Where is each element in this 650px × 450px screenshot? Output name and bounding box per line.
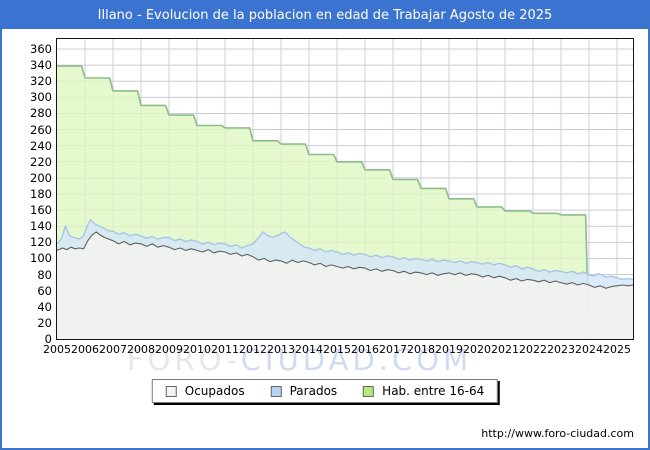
x-axis-tick-label: 2015	[323, 343, 351, 356]
x-axis-tick-label: 2008	[127, 343, 155, 356]
y-axis-tick-label: 20	[37, 315, 52, 330]
chart-title: Illano - Evolucion de la poblacion en ed…	[2, 2, 648, 29]
footer-url-link[interactable]: http://www.foro-ciudad.com	[481, 427, 634, 440]
y-axis-tick-label: 160	[30, 203, 52, 218]
y-axis-tick-label: 320	[30, 74, 52, 89]
legend-swatch-icon	[165, 385, 177, 397]
x-axis-tick-label: 2006	[71, 343, 99, 356]
x-axis-tick-label: 2009	[155, 343, 183, 356]
y-axis-tick-label: 220	[30, 154, 52, 169]
legend-label: Parados	[289, 384, 338, 398]
x-axis-tick-label: 2020	[463, 343, 491, 356]
chart-canvas	[57, 39, 633, 339]
x-axis-tick-label: 2016	[351, 343, 379, 356]
y-axis-tick-label: 200	[30, 170, 52, 185]
legend-item-hab-entre-16-64: Hab. entre 16-64	[363, 384, 484, 398]
y-axis-tick-label: 60	[37, 283, 52, 298]
y-axis-tick-label: 360	[30, 42, 52, 56]
y-axis-tick-label: 0	[44, 332, 52, 346]
x-axis-tick-label: 2021	[491, 343, 519, 356]
y-axis-tick-label: 80	[37, 267, 52, 282]
legend-label: Hab. entre 16-64	[382, 384, 485, 398]
y-axis-tick-label: 40	[37, 299, 52, 314]
y-axis-tick-label: 300	[30, 90, 52, 105]
x-axis-tick-label: 2017	[379, 343, 407, 356]
y-axis-tick-label: 260	[30, 122, 52, 137]
x-axis-tick-label: 2013	[267, 343, 295, 356]
x-axis-tick-label: 2007	[99, 343, 127, 356]
x-axis-tick-label: 2018	[407, 343, 435, 356]
chart-plot-area	[56, 38, 634, 340]
y-axis-tick-label: 280	[30, 106, 52, 121]
watermark-part2: CIUDAD.COM	[240, 343, 473, 377]
x-axis-tick-label: 2010	[183, 343, 211, 356]
x-axis-tick-label: 2025	[603, 343, 631, 356]
y-axis-tick-label: 100	[30, 251, 52, 266]
x-axis-tick-label: 2023	[547, 343, 575, 356]
x-axis-tick-label: 2022	[519, 343, 547, 356]
legend-item-parados: Parados	[270, 384, 338, 398]
legend-swatch-icon	[270, 385, 282, 397]
y-axis-tick-label: 240	[30, 138, 52, 153]
x-axis-tick-label: 2011	[211, 343, 239, 356]
chart-legend: Ocupados Parados Hab. entre 16-64	[151, 379, 499, 403]
y-axis-tick-label: 340	[30, 58, 52, 73]
watermark: FORO-CIUDAD.COM	[127, 343, 472, 377]
x-axis-tick-label: 2024	[575, 343, 603, 356]
watermark-part1: FORO-	[127, 343, 241, 377]
x-axis-tick-label: 2014	[295, 343, 323, 356]
x-axis-tick-label: 2019	[435, 343, 463, 356]
y-axis-tick-label: 140	[30, 219, 52, 234]
legend-item-ocupados: Ocupados	[165, 384, 245, 398]
y-axis-tick-label: 120	[30, 235, 52, 250]
legend-label: Ocupados	[184, 384, 245, 398]
legend-swatch-icon	[363, 385, 375, 397]
y-axis-tick-label: 180	[30, 187, 52, 201]
x-axis-tick-label: 2012	[239, 343, 267, 356]
x-axis-tick-label: 2005	[43, 343, 71, 356]
